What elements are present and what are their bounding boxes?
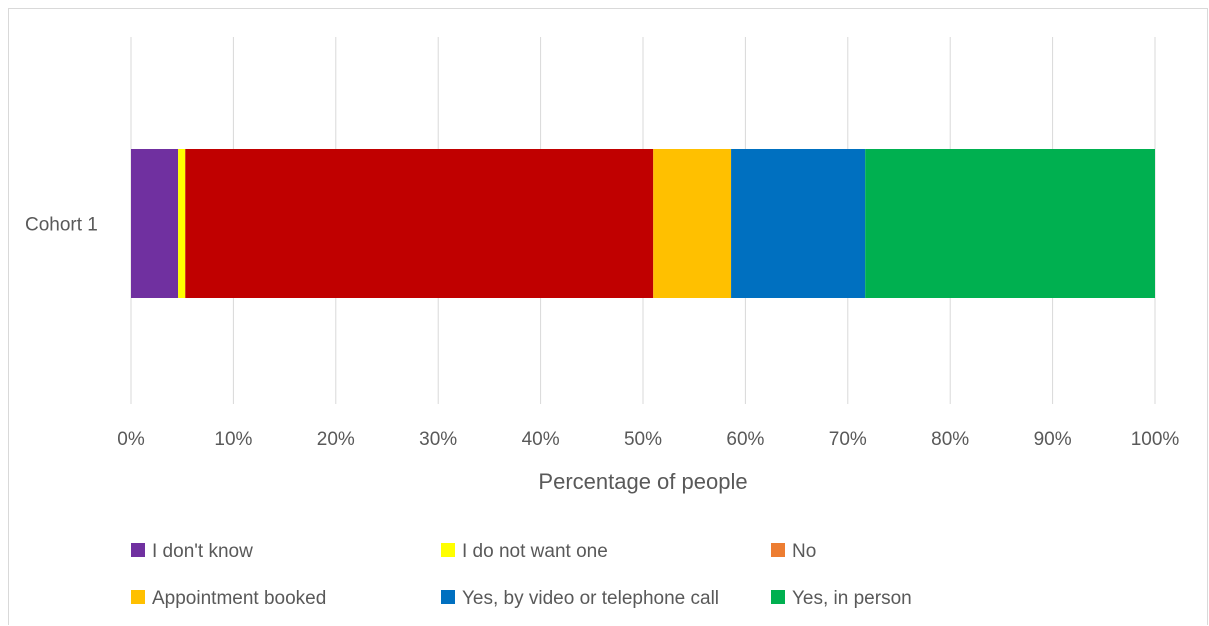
legend-item: I do not want one — [441, 541, 608, 562]
legend-item: Appointment booked — [131, 588, 326, 609]
category-label: Cohort 1 — [25, 215, 98, 236]
x-tick-label: 80% — [931, 429, 969, 450]
bar-segment — [865, 149, 1155, 298]
legend-swatch — [441, 590, 455, 604]
bar-segment — [178, 149, 186, 298]
x-tick-label: 10% — [214, 429, 252, 450]
legend-swatch — [131, 590, 145, 604]
legend-item: Yes, by video or telephone call — [441, 588, 719, 609]
bar-segment — [185, 149, 654, 298]
legend: I don't know I do not want one No Appointme… — [131, 541, 912, 609]
legend-swatch — [771, 543, 785, 557]
legend-label: I do not want one — [462, 541, 608, 562]
chart-frame — [8, 8, 1208, 625]
legend-item: No — [771, 541, 816, 562]
bars — [131, 149, 1155, 298]
legend-label: Appointment booked — [152, 588, 326, 609]
x-tick-label: 20% — [317, 429, 355, 450]
legend-swatch — [771, 590, 785, 604]
bar-segment — [653, 149, 732, 298]
legend-swatch — [441, 543, 455, 557]
x-tick-label: 70% — [829, 429, 867, 450]
legend-label: Yes, in person — [792, 588, 912, 609]
legend-swatch — [131, 543, 145, 557]
x-tick-label: 30% — [419, 429, 457, 450]
bar-segment — [131, 149, 179, 298]
category-labels: Cohort 1 — [25, 215, 98, 236]
x-tick-label: 40% — [522, 429, 560, 450]
legend-item: Yes, in person — [771, 588, 912, 609]
x-axis-title: Percentage of people — [538, 469, 747, 494]
x-tick-label: 100% — [1131, 429, 1180, 450]
legend-label: Yes, by video or telephone call — [462, 588, 719, 609]
bar-segment — [731, 149, 866, 298]
x-tick-label: 90% — [1034, 429, 1072, 450]
x-tick-label: 60% — [726, 429, 764, 450]
legend-label: No — [792, 541, 816, 562]
legend-label: I don't know — [152, 541, 253, 562]
x-tick-labels: 0% 10% 20% 30% 40% 50% 60% 70% 80% 90% 100% — [117, 429, 1179, 450]
x-tick-label: 0% — [117, 429, 145, 450]
x-tick-label: 50% — [624, 429, 662, 450]
legend-item: I don't know — [131, 541, 253, 562]
